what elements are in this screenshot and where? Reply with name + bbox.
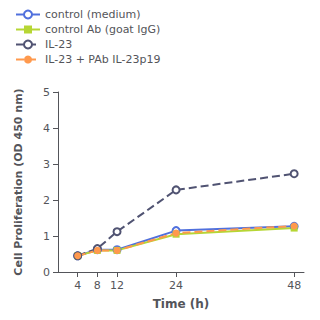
svg-text:3: 3 bbox=[43, 158, 50, 171]
svg-text:5: 5 bbox=[43, 86, 50, 99]
svg-text:48: 48 bbox=[287, 279, 301, 292]
svg-text:Cell Proliferation (OD 450 nm): Cell Proliferation (OD 450 nm) bbox=[12, 88, 25, 275]
svg-text:24: 24 bbox=[169, 279, 183, 292]
svg-text:IL-23: IL-23 bbox=[45, 38, 72, 51]
svg-text:IL-23 + PAb IL-23p19: IL-23 + PAb IL-23p19 bbox=[45, 53, 160, 66]
svg-text:1: 1 bbox=[43, 230, 50, 243]
svg-text:control (medium): control (medium) bbox=[45, 8, 140, 21]
svg-text:Time (h): Time (h) bbox=[153, 297, 210, 311]
svg-text:4: 4 bbox=[74, 279, 81, 292]
svg-text:0: 0 bbox=[43, 266, 50, 279]
svg-text:control Ab (goat IgG): control Ab (goat IgG) bbox=[45, 23, 160, 36]
svg-text:4: 4 bbox=[43, 122, 50, 135]
svg-text:8: 8 bbox=[94, 279, 101, 292]
svg-text:12: 12 bbox=[110, 279, 124, 292]
svg-text:2: 2 bbox=[43, 194, 50, 207]
